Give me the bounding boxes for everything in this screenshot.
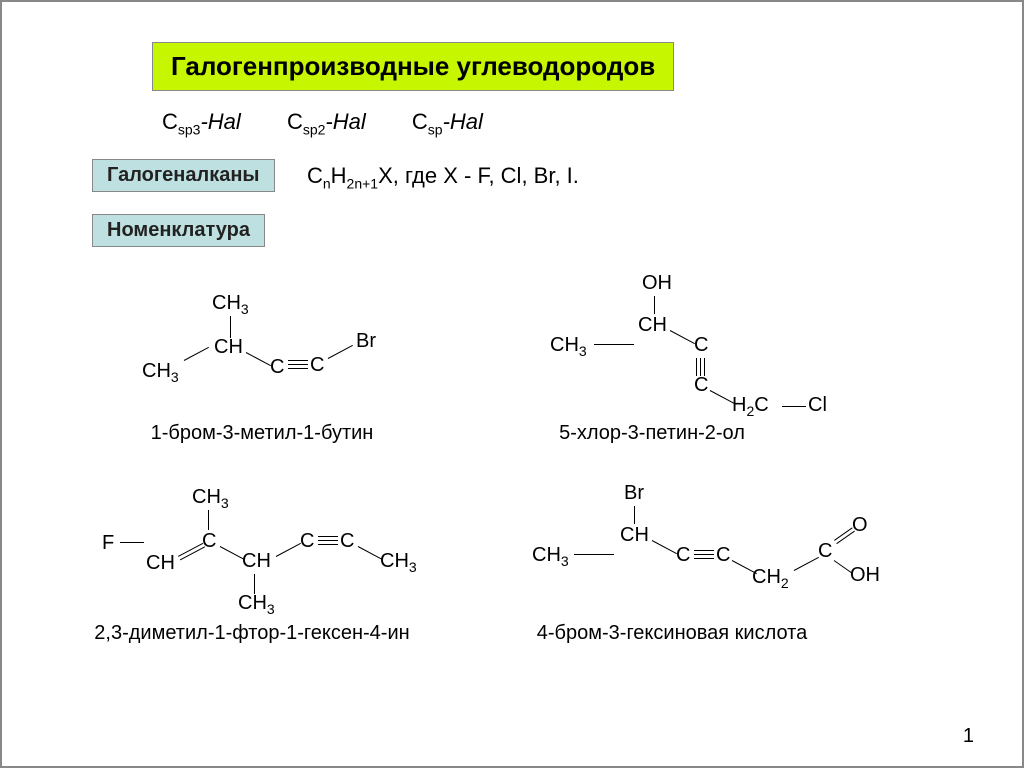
general-formula: CnH2n+1X, где X - F, Cl, Br, I. bbox=[307, 163, 579, 191]
atom-ch: CH bbox=[242, 550, 271, 573]
f-h: H bbox=[331, 163, 347, 188]
atom-ch3: CH3 bbox=[380, 550, 417, 575]
title-text: Галогенпроизводные углеводородов bbox=[171, 51, 655, 81]
c-text: C bbox=[412, 109, 428, 134]
atom-c: C bbox=[300, 530, 314, 553]
atom-br: Br bbox=[356, 330, 376, 353]
bond bbox=[652, 540, 677, 554]
bond bbox=[670, 330, 695, 344]
bond bbox=[246, 352, 271, 366]
f-c: C bbox=[307, 163, 323, 188]
slide: Галогенпроизводные углеводородов Csp3-Ha… bbox=[2, 2, 1022, 766]
atom-c: C bbox=[694, 374, 708, 397]
atom-cl: Cl bbox=[808, 394, 827, 417]
atom-h2c: H2C bbox=[732, 394, 769, 419]
hybridization-row: Csp3-Hal Csp2-Hal Csp-Hal bbox=[162, 109, 962, 137]
double-bond bbox=[834, 527, 852, 540]
bond bbox=[794, 557, 819, 571]
csp3-hal: Csp3-Hal bbox=[162, 109, 241, 137]
double-bond bbox=[178, 543, 203, 556]
f-n2: 2n+1 bbox=[347, 175, 379, 191]
atom-ch3: CH3 bbox=[142, 360, 179, 385]
atom-ch3: CH3 bbox=[212, 292, 249, 317]
structure-1: CH3 CH3 CH C C Br bbox=[142, 292, 402, 412]
atom-c: C bbox=[676, 544, 690, 567]
nomenclature-label: Номенклатура bbox=[92, 214, 265, 247]
atom-c: C bbox=[340, 530, 354, 553]
atom-ch: CH bbox=[146, 552, 175, 575]
bond bbox=[230, 316, 231, 338]
c-text: C bbox=[162, 109, 178, 134]
bond bbox=[634, 506, 635, 524]
atom-c: C bbox=[716, 544, 730, 567]
bond bbox=[328, 345, 353, 359]
bond bbox=[594, 344, 634, 345]
bond bbox=[184, 347, 209, 361]
title-box: Галогенпроизводные углеводородов bbox=[152, 42, 674, 91]
structure-4: Br CH CH3 C C CH2 C O OH bbox=[532, 482, 872, 612]
atom-c: C bbox=[202, 530, 216, 553]
bond bbox=[254, 574, 255, 594]
bond bbox=[782, 406, 806, 407]
atom-ch3: CH3 bbox=[192, 486, 229, 511]
atom-f: F bbox=[102, 532, 114, 555]
atom-oh: OH bbox=[850, 564, 880, 587]
atom-c: C bbox=[310, 354, 324, 377]
structure-3: F CH C CH3 CH CH3 C C CH3 bbox=[102, 492, 442, 612]
csp2-hal: Csp2-Hal bbox=[287, 109, 366, 137]
structure-2: OH CH CH3 C C H2C Cl bbox=[512, 272, 812, 432]
haloalkanes-row: Галогеналканы CnH2n+1X, где X - F, Cl, B… bbox=[92, 159, 962, 192]
bond bbox=[654, 296, 655, 314]
atom-c: C bbox=[694, 334, 708, 357]
structure-4-name: 4-бром-3-гексиновая кислота bbox=[492, 622, 852, 645]
atom-ch3: CH3 bbox=[238, 592, 275, 617]
haloalkanes-label: Галогеналканы bbox=[92, 159, 275, 192]
f-n: n bbox=[323, 175, 331, 191]
structure-1-name: 1-бром-3-метил-1-бутин bbox=[122, 422, 402, 445]
csp-hal: Csp-Hal bbox=[412, 109, 483, 137]
hal-text: -Hal bbox=[200, 109, 240, 134]
bond bbox=[208, 510, 209, 530]
bond bbox=[120, 542, 144, 543]
sub-text: sp bbox=[428, 121, 443, 137]
hal-text: -Hal bbox=[325, 109, 365, 134]
atom-ch: CH bbox=[620, 524, 649, 547]
atom-br: Br bbox=[624, 482, 644, 505]
f-tail: X, где X - F, Cl, Br, I. bbox=[378, 163, 579, 188]
sub-text: sp3 bbox=[178, 121, 201, 137]
page-number: 1 bbox=[963, 725, 974, 748]
nomenclature-row: Номенклатура bbox=[92, 214, 962, 247]
atom-ch3: CH3 bbox=[532, 544, 569, 569]
atom-ch2: CH2 bbox=[752, 566, 789, 591]
atom-ch: CH bbox=[214, 336, 243, 359]
hal-text: -Hal bbox=[443, 109, 483, 134]
c-text: C bbox=[287, 109, 303, 134]
bond bbox=[574, 554, 614, 555]
atom-oh: OH bbox=[642, 272, 672, 295]
atom-cooh-c: C bbox=[818, 540, 832, 563]
atom-ch3: CH3 bbox=[550, 334, 587, 359]
structure-3-name: 2,3-диметил-1-фтор-1-гексен-4-ин bbox=[52, 622, 452, 645]
sub-text: sp2 bbox=[303, 121, 326, 137]
structure-2-name: 5-хлор-3-петин-2-ол bbox=[512, 422, 792, 445]
atom-o: O bbox=[852, 514, 868, 537]
bond bbox=[276, 543, 301, 557]
atom-c: C bbox=[270, 356, 284, 379]
atom-ch: CH bbox=[638, 314, 667, 337]
